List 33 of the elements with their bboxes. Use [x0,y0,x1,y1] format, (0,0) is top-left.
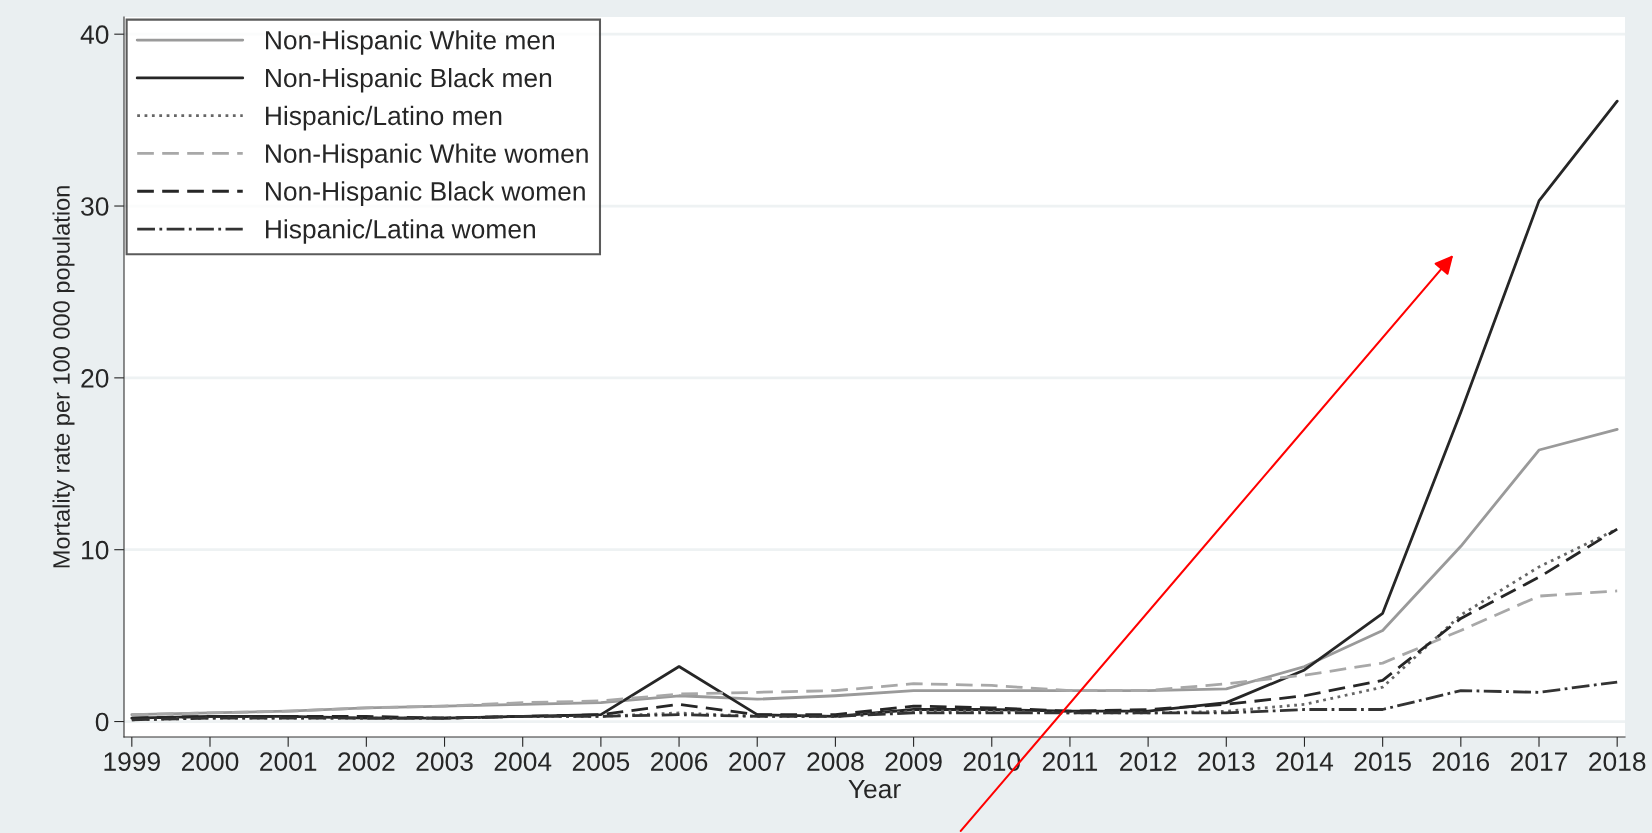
x-tick-label: 2015 [1354,752,1411,771]
x-tick-label: 2009 [885,752,942,771]
x-tick-label: 1999 [104,752,160,771]
x-tick-label: 2018 [1589,752,1646,771]
y-axis-title: Mortality rate per 100 000 population [52,186,75,568]
x-tick-label: 2005 [572,752,630,771]
x-tick-label: 2017 [1510,752,1568,771]
x-tick-label: 2006 [651,752,708,771]
x-tick-label: 2000 [181,752,239,771]
x-tick-label: 2003 [416,752,473,771]
legend-label: Non-Hispanic Black men [266,67,552,93]
legend-label: Non-Hispanic White women [266,143,588,169]
legend-label: Non-Hispanic Black women [266,181,585,206]
legend-label: Non-Hispanic White men [266,30,554,55]
x-tick-label: 2001 [260,752,317,771]
x-tick-label: 2016 [1432,752,1490,771]
x-tick-label: 2008 [807,752,864,771]
y-tick-label: 10 [82,540,109,560]
x-tick-label: 2004 [494,752,552,771]
x-tick-label: 2010 [963,752,1021,771]
x-axis-title: Year [848,779,901,799]
x-tick-label: 2014 [1276,752,1334,771]
x-tick-label: 2012 [1120,752,1177,771]
legend-label: Hispanic/Latina women [266,219,535,244]
y-tick-label: 0 [95,712,109,732]
x-tick-label: 2011 [1042,752,1098,771]
x-tick-label: 2013 [1198,752,1255,771]
y-tick-label: 20 [81,368,109,388]
y-tick-label: 30 [81,197,109,216]
x-tick-label: 2002 [338,752,395,771]
x-tick-label: 2007 [729,752,786,771]
legend-label: Hispanic/Latino men [266,105,502,131]
y-tick-label: 40 [80,25,109,45]
